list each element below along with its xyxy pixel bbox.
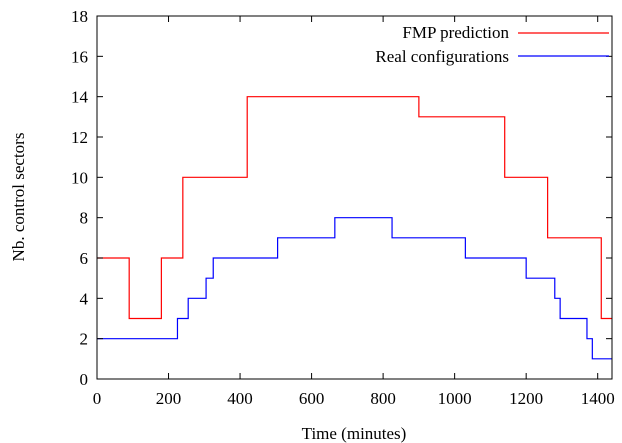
legend-label-fmp-prediction: FMP prediction [402, 23, 509, 42]
y-tick-label: 6 [80, 249, 89, 268]
legend: FMP prediction Real configurations [375, 23, 609, 66]
x-tick-label: 200 [156, 389, 182, 408]
series-layer [97, 96, 612, 360]
x-axis-title: Time (minutes) [302, 424, 407, 443]
x-tick-label: 600 [299, 389, 325, 408]
y-tick-label: 2 [80, 330, 89, 349]
y-tick-label: 4 [80, 289, 89, 308]
y-tick-label: 0 [80, 370, 89, 389]
y-tick-label: 18 [71, 7, 88, 26]
x-tick-label: 400 [227, 389, 253, 408]
x-tick-label: 800 [370, 389, 396, 408]
legend-label-real-configurations: Real configurations [375, 47, 509, 66]
x-tick-label: 1200 [509, 389, 543, 408]
y-axis-title: Nb. control sectors [9, 133, 28, 262]
y-tick-label: 8 [80, 209, 89, 228]
ticks-layer [96, 15, 612, 380]
series-line-fmp-prediction [97, 96, 612, 320]
tick-labels-layer: 0 200 400 600 800 1000 1200 1400 0 2 4 6 8 10 12 14 16 18 [71, 7, 615, 408]
plot-frame [96, 15, 613, 380]
x-tick-label: 1000 [438, 389, 472, 408]
series-line-real-configurations [97, 217, 612, 360]
y-tick-label: 10 [71, 168, 88, 187]
y-tick-label: 12 [71, 128, 88, 147]
y-tick-label: 16 [71, 47, 88, 66]
x-tick-label: 1400 [581, 389, 615, 408]
x-tick-label: 0 [93, 389, 102, 408]
y-tick-label: 14 [71, 88, 89, 107]
